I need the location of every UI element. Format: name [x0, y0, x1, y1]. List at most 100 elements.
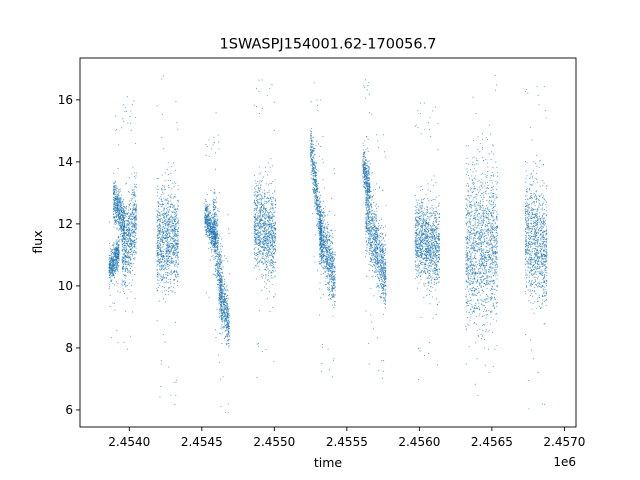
data-point [162, 189, 164, 191]
data-point [218, 259, 220, 261]
data-point [162, 226, 164, 228]
data-point [207, 218, 209, 220]
data-point [166, 247, 168, 249]
data-point [117, 290, 119, 292]
data-point [108, 288, 110, 290]
data-point [167, 290, 170, 292]
data-point [270, 223, 272, 225]
data-point [219, 262, 221, 264]
data-point [165, 235, 167, 237]
data-point [265, 214, 267, 216]
data-point [269, 251, 271, 253]
data-point [113, 254, 116, 256]
data-point [109, 243, 111, 245]
data-point [174, 230, 176, 232]
data-point [208, 210, 210, 212]
data-point [173, 239, 176, 242]
data-point [117, 270, 119, 272]
data-point [170, 219, 172, 221]
data-point [170, 211, 172, 213]
data-point [158, 227, 160, 229]
data-point [273, 246, 275, 248]
data-point [207, 208, 209, 210]
data-point [117, 342, 119, 344]
data-point [220, 406, 222, 408]
data-point [222, 304, 224, 306]
data-point [267, 275, 269, 277]
data-point [174, 232, 176, 234]
data-point [159, 260, 161, 262]
data-point [121, 259, 123, 262]
data-point [214, 228, 217, 230]
data-point [222, 271, 224, 273]
data-point [122, 222, 124, 224]
data-point [122, 207, 124, 209]
data-point [273, 234, 275, 237]
data-point [214, 241, 216, 243]
data-point [127, 227, 130, 229]
data-point [122, 245, 124, 247]
data-point [256, 205, 258, 207]
data-point [224, 280, 226, 282]
data-point [262, 242, 264, 244]
data-point [123, 280, 125, 282]
data-point [261, 199, 263, 201]
data-point [127, 234, 129, 236]
data-point [268, 250, 270, 252]
data-point [264, 208, 267, 210]
data-point [163, 216, 165, 218]
data-point [168, 256, 171, 258]
data-point [210, 233, 212, 236]
data-point [163, 230, 166, 232]
data-point [118, 218, 120, 220]
data-point [208, 155, 210, 157]
data-point [177, 275, 179, 278]
data-point [115, 221, 117, 223]
data-point [162, 256, 164, 258]
data-point [130, 239, 132, 241]
data-point [132, 236, 134, 238]
data-point [272, 197, 274, 199]
data-point [217, 243, 220, 245]
data-point [220, 297, 222, 299]
data-point [128, 251, 130, 253]
data-point [159, 203, 161, 205]
data-point [120, 235, 122, 237]
data-point [168, 272, 170, 274]
data-point [204, 199, 206, 201]
data-point [269, 167, 271, 169]
data-point [220, 284, 222, 286]
data-point [124, 106, 126, 108]
data-point [258, 228, 260, 230]
data-point [213, 205, 215, 207]
data-point [109, 306, 111, 308]
data-point [112, 255, 114, 257]
data-point [217, 287, 219, 289]
data-point [271, 213, 273, 215]
data-point [108, 274, 110, 277]
data-point [156, 213, 158, 215]
data-point [166, 225, 168, 227]
data-point [115, 240, 117, 242]
data-point [260, 253, 262, 255]
data-point [267, 253, 269, 255]
data-point [159, 224, 161, 226]
data-point [217, 239, 219, 241]
data-point [274, 233, 276, 235]
data-point [266, 260, 268, 262]
data-point [267, 238, 269, 240]
data-point [257, 185, 259, 187]
data-point [130, 122, 132, 124]
data-point [268, 254, 270, 256]
data-point [115, 267, 117, 269]
data-point [217, 271, 219, 273]
data-point [128, 222, 130, 224]
data-point [265, 245, 268, 247]
data-point [121, 242, 123, 244]
data-point [172, 205, 174, 207]
data-point [113, 273, 115, 275]
data-point [120, 222, 122, 224]
data-point [178, 200, 180, 202]
data-point [210, 225, 212, 228]
data-point [167, 245, 169, 247]
